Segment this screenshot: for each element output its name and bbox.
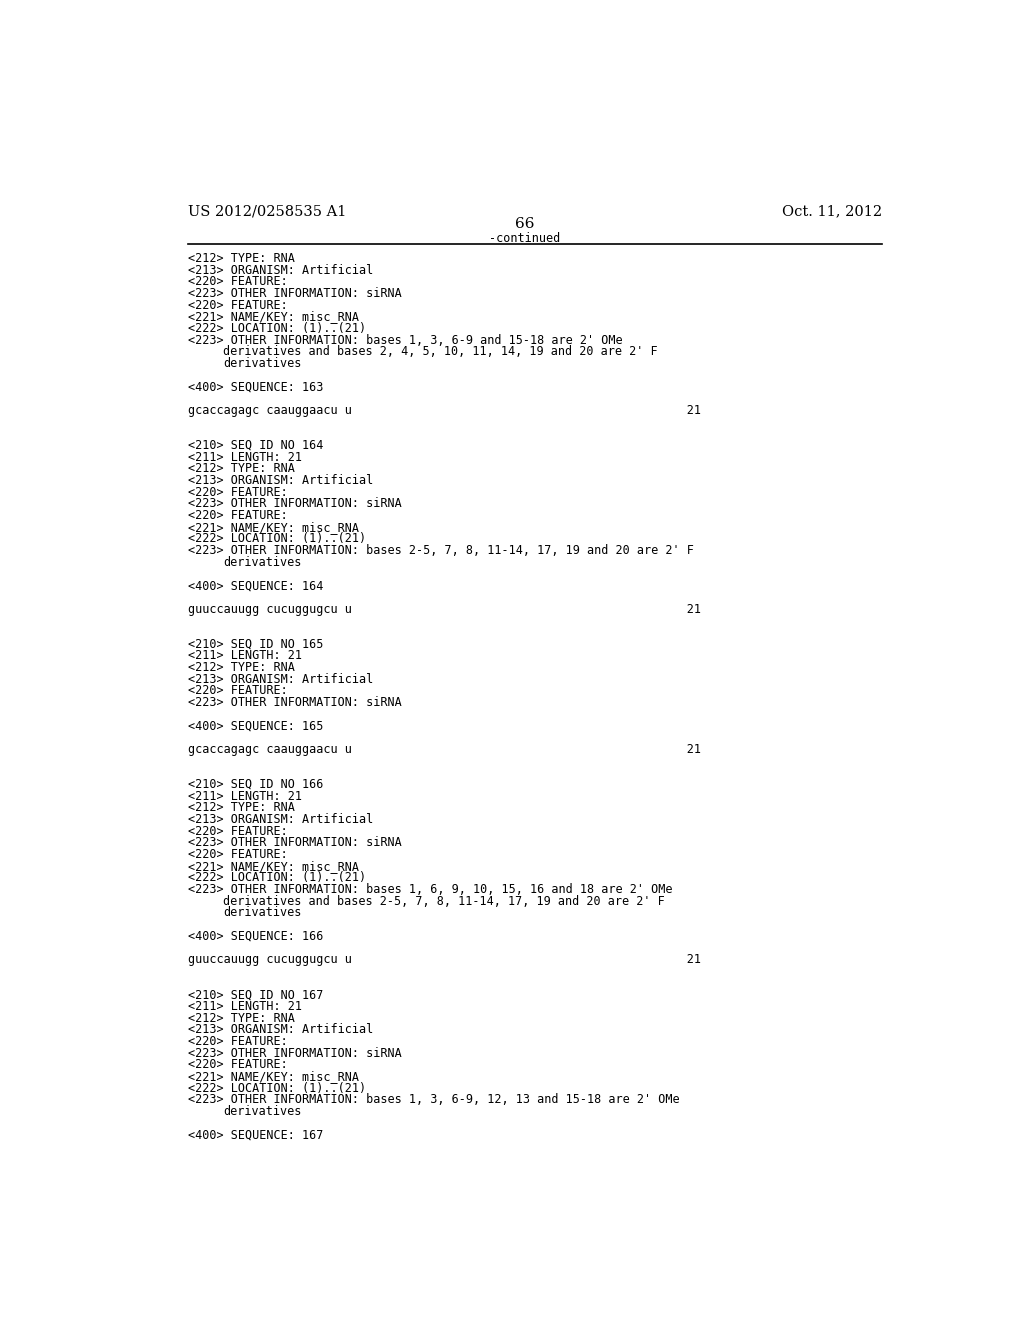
Text: <211> LENGTH: 21: <211> LENGTH: 21: [187, 789, 301, 803]
Text: <223> OTHER INFORMATION: bases 2-5, 7, 8, 11-14, 17, 19 and 20 are 2' F: <223> OTHER INFORMATION: bases 2-5, 7, 8…: [187, 544, 693, 557]
Text: <400> SEQUENCE: 164: <400> SEQUENCE: 164: [187, 579, 323, 593]
Text: <222> LOCATION: (1)..(21): <222> LOCATION: (1)..(21): [187, 322, 366, 335]
Text: gcaccagagc caauggaacu u                                               21: gcaccagagc caauggaacu u 21: [187, 743, 700, 756]
Text: <220> FEATURE:: <220> FEATURE:: [187, 276, 288, 288]
Text: <220> FEATURE:: <220> FEATURE:: [187, 298, 288, 312]
Text: <212> TYPE: RNA: <212> TYPE: RNA: [187, 661, 294, 675]
Text: <223> OTHER INFORMATION: bases 1, 3, 6-9 and 15-18 are 2' OMe: <223> OTHER INFORMATION: bases 1, 3, 6-9…: [187, 334, 623, 347]
Text: <213> ORGANISM: Artificial: <213> ORGANISM: Artificial: [187, 673, 373, 685]
Text: -continued: -continued: [489, 231, 560, 244]
Text: <223> OTHER INFORMATION: siRNA: <223> OTHER INFORMATION: siRNA: [187, 1047, 401, 1060]
Text: <222> LOCATION: (1)..(21): <222> LOCATION: (1)..(21): [187, 871, 366, 884]
Text: <212> TYPE: RNA: <212> TYPE: RNA: [187, 462, 294, 475]
Text: <220> FEATURE:: <220> FEATURE:: [187, 684, 288, 697]
Text: <213> ORGANISM: Artificial: <213> ORGANISM: Artificial: [187, 813, 373, 826]
Text: <220> FEATURE:: <220> FEATURE:: [187, 825, 288, 838]
Text: <210> SEQ ID NO 165: <210> SEQ ID NO 165: [187, 638, 323, 651]
Text: <221> NAME/KEY: misc_RNA: <221> NAME/KEY: misc_RNA: [187, 859, 358, 873]
Text: <212> TYPE: RNA: <212> TYPE: RNA: [187, 1011, 294, 1024]
Text: <220> FEATURE:: <220> FEATURE:: [187, 1059, 288, 1072]
Text: <221> NAME/KEY: misc_RNA: <221> NAME/KEY: misc_RNA: [187, 521, 358, 533]
Text: <220> FEATURE:: <220> FEATURE:: [187, 510, 288, 521]
Text: <220> FEATURE:: <220> FEATURE:: [187, 486, 288, 499]
Text: derivatives and bases 2-5, 7, 8, 11-14, 17, 19 and 20 are 2' F: derivatives and bases 2-5, 7, 8, 11-14, …: [223, 895, 665, 908]
Text: gcaccagagc caauggaacu u                                               21: gcaccagagc caauggaacu u 21: [187, 404, 700, 417]
Text: guuccauugg cucuggugcu u                                               21: guuccauugg cucuggugcu u 21: [187, 602, 700, 615]
Text: <223> OTHER INFORMATION: bases 1, 6, 9, 10, 15, 16 and 18 are 2' OMe: <223> OTHER INFORMATION: bases 1, 6, 9, …: [187, 883, 672, 896]
Text: <223> OTHER INFORMATION: siRNA: <223> OTHER INFORMATION: siRNA: [187, 837, 401, 849]
Text: <400> SEQUENCE: 163: <400> SEQUENCE: 163: [187, 380, 323, 393]
Text: <221> NAME/KEY: misc_RNA: <221> NAME/KEY: misc_RNA: [187, 310, 358, 323]
Text: <213> ORGANISM: Artificial: <213> ORGANISM: Artificial: [187, 474, 373, 487]
Text: <211> LENGTH: 21: <211> LENGTH: 21: [187, 1001, 301, 1012]
Text: <223> OTHER INFORMATION: siRNA: <223> OTHER INFORMATION: siRNA: [187, 286, 401, 300]
Text: <223> OTHER INFORMATION: siRNA: <223> OTHER INFORMATION: siRNA: [187, 498, 401, 511]
Text: <210> SEQ ID NO 167: <210> SEQ ID NO 167: [187, 989, 323, 1002]
Text: <222> LOCATION: (1)..(21): <222> LOCATION: (1)..(21): [187, 1082, 366, 1094]
Text: guuccauugg cucuggugcu u                                               21: guuccauugg cucuggugcu u 21: [187, 953, 700, 966]
Text: 66: 66: [515, 218, 535, 231]
Text: US 2012/0258535 A1: US 2012/0258535 A1: [187, 205, 346, 218]
Text: <223> OTHER INFORMATION: siRNA: <223> OTHER INFORMATION: siRNA: [187, 696, 401, 709]
Text: derivatives: derivatives: [223, 556, 302, 569]
Text: <400> SEQUENCE: 167: <400> SEQUENCE: 167: [187, 1129, 323, 1142]
Text: derivatives: derivatives: [223, 1105, 302, 1118]
Text: <220> FEATURE:: <220> FEATURE:: [187, 1035, 288, 1048]
Text: <223> OTHER INFORMATION: bases 1, 3, 6-9, 12, 13 and 15-18 are 2' OMe: <223> OTHER INFORMATION: bases 1, 3, 6-9…: [187, 1093, 679, 1106]
Text: <213> ORGANISM: Artificial: <213> ORGANISM: Artificial: [187, 264, 373, 277]
Text: <400> SEQUENCE: 165: <400> SEQUENCE: 165: [187, 719, 323, 733]
Text: <210> SEQ ID NO 164: <210> SEQ ID NO 164: [187, 440, 323, 451]
Text: <221> NAME/KEY: misc_RNA: <221> NAME/KEY: misc_RNA: [187, 1071, 358, 1084]
Text: <211> LENGTH: 21: <211> LENGTH: 21: [187, 450, 301, 463]
Text: <222> LOCATION: (1)..(21): <222> LOCATION: (1)..(21): [187, 532, 366, 545]
Text: <400> SEQUENCE: 166: <400> SEQUENCE: 166: [187, 929, 323, 942]
Text: <210> SEQ ID NO 166: <210> SEQ ID NO 166: [187, 777, 323, 791]
Text: <220> FEATURE:: <220> FEATURE:: [187, 847, 288, 861]
Text: derivatives and bases 2, 4, 5, 10, 11, 14, 19 and 20 are 2' F: derivatives and bases 2, 4, 5, 10, 11, 1…: [223, 346, 657, 359]
Text: <212> TYPE: RNA: <212> TYPE: RNA: [187, 252, 294, 265]
Text: Oct. 11, 2012: Oct. 11, 2012: [781, 205, 882, 218]
Text: derivatives: derivatives: [223, 907, 302, 920]
Text: <211> LENGTH: 21: <211> LENGTH: 21: [187, 649, 301, 663]
Text: <213> ORGANISM: Artificial: <213> ORGANISM: Artificial: [187, 1023, 373, 1036]
Text: derivatives: derivatives: [223, 358, 302, 370]
Text: <212> TYPE: RNA: <212> TYPE: RNA: [187, 801, 294, 814]
